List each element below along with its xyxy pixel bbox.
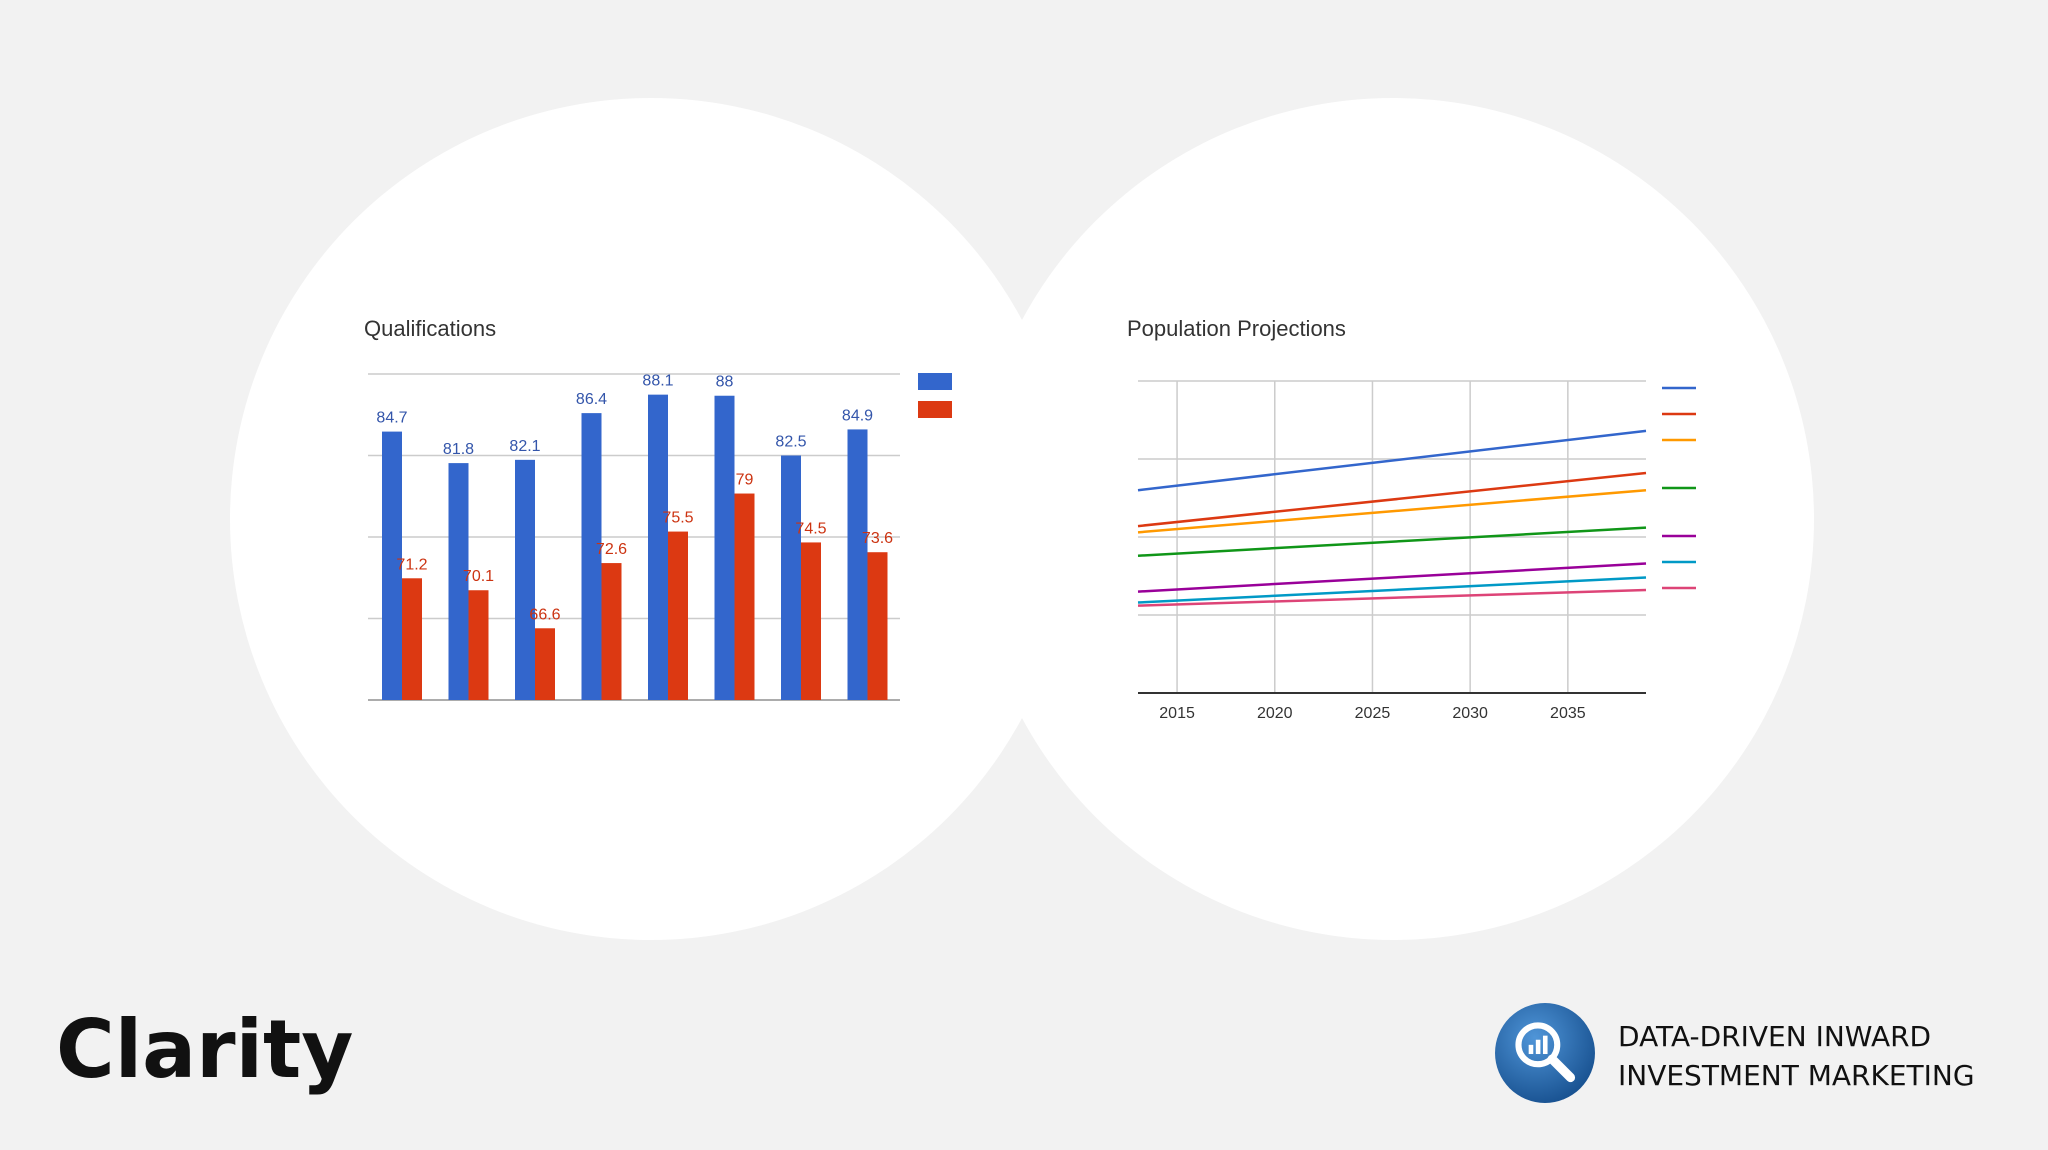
bar <box>714 395 735 700</box>
brand-logo-text: Clarity <box>56 1003 354 1096</box>
series-line <box>1137 471 1647 528</box>
x-tick-label: 2035 <box>1550 705 1586 722</box>
x-tick-label: 2015 <box>1159 705 1195 722</box>
bar <box>781 455 801 700</box>
bar-data-label: 84.7 <box>376 410 407 427</box>
bar-data-label: 72.6 <box>596 541 627 558</box>
right-circle-backdrop <box>972 98 1814 940</box>
legend-swatch <box>918 373 952 390</box>
bar <box>668 531 688 700</box>
bar-data-label: 70.1 <box>463 568 494 585</box>
bar-data-label: 82.1 <box>509 438 540 455</box>
bar-data-label: 84.9 <box>842 407 873 424</box>
series-line <box>1137 526 1647 557</box>
series-line <box>1137 588 1647 607</box>
series-line <box>1137 429 1647 492</box>
bar <box>382 431 402 700</box>
bar <box>601 563 622 700</box>
bar <box>468 590 489 700</box>
bar-data-label: 74.5 <box>795 520 826 537</box>
bar-data-label: 71.2 <box>396 556 427 573</box>
qualifications-bar-chart: 84.7 81.8 82.1 86.4 88.1 88 82.5 84.9 71.2 70.1 66… <box>368 373 952 701</box>
bar <box>847 429 868 700</box>
x-tick-label: 2030 <box>1452 705 1488 722</box>
bar <box>515 459 535 700</box>
series-line <box>1137 488 1647 534</box>
legend-swatch <box>918 401 952 418</box>
x-tick-label: 2020 <box>1257 705 1293 722</box>
bar <box>581 413 602 700</box>
bar <box>448 463 469 700</box>
tagline-line-1: DATA-DRIVEN INWARD <box>1618 1020 1932 1053</box>
bar <box>535 628 555 700</box>
bar-data-label: 88.1 <box>642 373 673 390</box>
bar <box>648 394 668 700</box>
x-tick-label: 2025 <box>1355 705 1391 722</box>
bar-data-label: 82.5 <box>775 434 806 451</box>
bar-data-label: 81.8 <box>443 441 474 458</box>
tagline-line-2: INVESTMENT MARKETING <box>1618 1059 1975 1092</box>
bar <box>734 493 755 700</box>
population-line-chart: 2015 2020 2025 2030 2035 <box>1137 380 1696 722</box>
bar-data-label: 66.6 <box>529 606 560 623</box>
bar-data-label: 88 <box>716 374 734 391</box>
magnifier-chart-icon <box>1495 1003 1595 1103</box>
series-line <box>1137 576 1647 604</box>
line-chart-title: Population Projections <box>1127 316 1346 341</box>
bar-chart-title: Qualifications <box>364 316 497 341</box>
series-line <box>1137 562 1647 593</box>
bar <box>867 552 888 700</box>
bar <box>801 542 821 700</box>
bar-data-label: 73.6 <box>862 530 893 547</box>
tagline: DATA-DRIVEN INWARD INVESTMENT MARKETING <box>1618 1017 1975 1095</box>
bar <box>402 578 422 700</box>
bar-data-label: 79 <box>736 472 754 489</box>
bar-data-label: 75.5 <box>662 510 693 527</box>
bar-data-label: 86.4 <box>576 391 607 408</box>
